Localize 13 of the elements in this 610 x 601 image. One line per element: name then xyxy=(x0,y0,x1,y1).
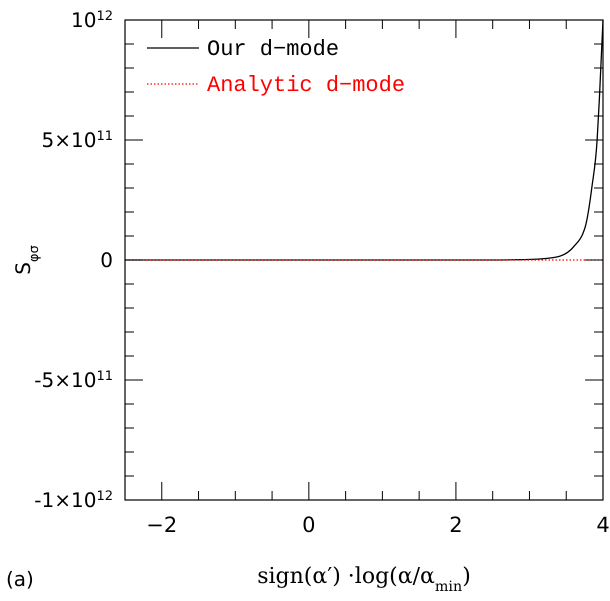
x-tick-label: 2 xyxy=(449,513,463,537)
y-tick-label: 0 xyxy=(100,248,113,272)
x-tick-label: −2 xyxy=(146,513,178,537)
y-tick-label: -5×10$^{11}$ xyxy=(34,368,113,392)
y-tick-label: 10$^{12}$ xyxy=(71,8,113,32)
y-tick-label: 5×10$^{11}$ xyxy=(42,128,113,152)
x-tick-label: 4 xyxy=(596,513,610,537)
legend-label: Analytic d−mode xyxy=(207,73,406,98)
y-tick-label: -1×10$^{12}$ xyxy=(34,488,113,512)
x-tick-label: 0 xyxy=(302,513,316,537)
x-axis-title: sign(α′) ·log(α/α$_{min}$) xyxy=(257,564,471,595)
legend-label: Our d−mode xyxy=(207,37,340,62)
text: (a) xyxy=(6,567,34,591)
